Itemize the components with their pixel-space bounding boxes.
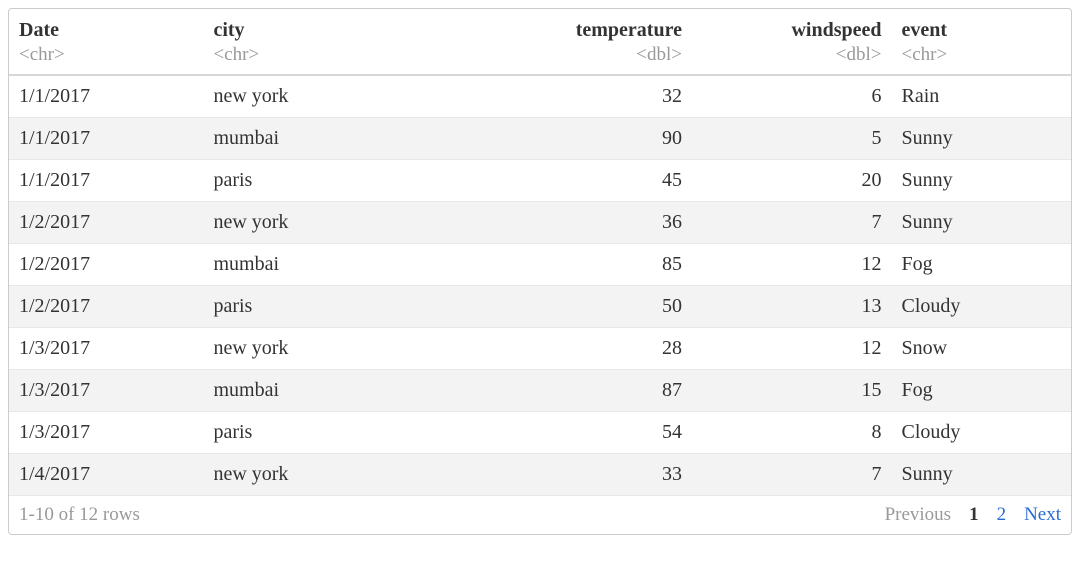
- col-name: city: [213, 19, 244, 41]
- cell-temperature: 45: [463, 159, 692, 201]
- cell-city: mumbai: [203, 117, 462, 159]
- table-row: 1/2/2017 new york 36 7 Sunny: [9, 201, 1071, 243]
- cell-event: Sunny: [892, 201, 1072, 243]
- col-name: event: [902, 19, 948, 41]
- cell-city: new york: [203, 453, 462, 495]
- cell-date: 1/2/2017: [9, 243, 203, 285]
- col-name: temperature: [576, 19, 682, 41]
- pager-page-1[interactable]: 1: [969, 504, 979, 526]
- table-body: 1/1/2017 new york 32 6 Rain 1/1/2017 mum…: [9, 75, 1071, 495]
- cell-date: 1/2/2017: [9, 201, 203, 243]
- data-table: Date <chr> city <chr> temperature <dbl> …: [9, 9, 1071, 495]
- cell-windspeed: 5: [692, 117, 892, 159]
- cell-windspeed: 12: [692, 327, 892, 369]
- cell-city: new york: [203, 201, 462, 243]
- cell-city: paris: [203, 159, 462, 201]
- col-name: Date: [19, 19, 59, 41]
- col-type: <chr>: [902, 43, 1062, 68]
- table-row: 1/1/2017 mumbai 90 5 Sunny: [9, 117, 1071, 159]
- pager-previous: Previous: [885, 504, 952, 526]
- cell-date: 1/3/2017: [9, 411, 203, 453]
- cell-event: Rain: [892, 75, 1072, 118]
- cell-date: 1/1/2017: [9, 117, 203, 159]
- cell-temperature: 87: [463, 369, 692, 411]
- table-row: 1/4/2017 new york 33 7 Sunny: [9, 453, 1071, 495]
- col-name: windspeed: [791, 19, 881, 41]
- cell-city: new york: [203, 75, 462, 118]
- table-footer: 1-10 of 12 rows Previous 1 2 Next: [9, 495, 1071, 534]
- cell-temperature: 90: [463, 117, 692, 159]
- col-type: <chr>: [213, 43, 452, 68]
- cell-event: Fog: [892, 369, 1072, 411]
- cell-city: mumbai: [203, 369, 462, 411]
- cell-temperature: 28: [463, 327, 692, 369]
- cell-windspeed: 12: [692, 243, 892, 285]
- cell-windspeed: 6: [692, 75, 892, 118]
- cell-event: Sunny: [892, 453, 1072, 495]
- cell-windspeed: 7: [692, 453, 892, 495]
- col-type: <dbl>: [702, 43, 882, 68]
- cell-event: Cloudy: [892, 285, 1072, 327]
- cell-city: paris: [203, 285, 462, 327]
- cell-date: 1/3/2017: [9, 327, 203, 369]
- cell-event: Sunny: [892, 159, 1072, 201]
- table-row: 1/3/2017 mumbai 87 15 Fog: [9, 369, 1071, 411]
- cell-temperature: 32: [463, 75, 692, 118]
- row-summary: 1-10 of 12 rows: [19, 504, 140, 526]
- table-header: Date <chr> city <chr> temperature <dbl> …: [9, 9, 1071, 75]
- cell-windspeed: 20: [692, 159, 892, 201]
- cell-windspeed: 8: [692, 411, 892, 453]
- cell-event: Sunny: [892, 117, 1072, 159]
- col-header-event[interactable]: event <chr>: [892, 9, 1072, 75]
- cell-temperature: 33: [463, 453, 692, 495]
- data-table-container: Date <chr> city <chr> temperature <dbl> …: [8, 8, 1072, 535]
- table-row: 1/2/2017 paris 50 13 Cloudy: [9, 285, 1071, 327]
- cell-city: paris: [203, 411, 462, 453]
- cell-event: Snow: [892, 327, 1072, 369]
- cell-city: new york: [203, 327, 462, 369]
- pager: Previous 1 2 Next: [885, 504, 1061, 526]
- table-row: 1/2/2017 mumbai 85 12 Fog: [9, 243, 1071, 285]
- col-type: <chr>: [19, 43, 193, 68]
- pager-next[interactable]: Next: [1024, 504, 1061, 526]
- cell-windspeed: 7: [692, 201, 892, 243]
- cell-date: 1/4/2017: [9, 453, 203, 495]
- col-header-date[interactable]: Date <chr>: [9, 9, 203, 75]
- cell-windspeed: 13: [692, 285, 892, 327]
- cell-date: 1/3/2017: [9, 369, 203, 411]
- col-type: <dbl>: [473, 43, 682, 68]
- table-row: 1/1/2017 paris 45 20 Sunny: [9, 159, 1071, 201]
- cell-temperature: 54: [463, 411, 692, 453]
- cell-windspeed: 15: [692, 369, 892, 411]
- table-row: 1/3/2017 paris 54 8 Cloudy: [9, 411, 1071, 453]
- col-header-temperature[interactable]: temperature <dbl>: [463, 9, 692, 75]
- cell-event: Fog: [892, 243, 1072, 285]
- pager-page-2[interactable]: 2: [997, 504, 1007, 526]
- table-row: 1/3/2017 new york 28 12 Snow: [9, 327, 1071, 369]
- table-row: 1/1/2017 new york 32 6 Rain: [9, 75, 1071, 118]
- cell-temperature: 50: [463, 285, 692, 327]
- col-header-city[interactable]: city <chr>: [203, 9, 462, 75]
- cell-date: 1/1/2017: [9, 159, 203, 201]
- cell-date: 1/1/2017: [9, 75, 203, 118]
- cell-temperature: 36: [463, 201, 692, 243]
- cell-city: mumbai: [203, 243, 462, 285]
- cell-temperature: 85: [463, 243, 692, 285]
- cell-event: Cloudy: [892, 411, 1072, 453]
- cell-date: 1/2/2017: [9, 285, 203, 327]
- col-header-windspeed[interactable]: windspeed <dbl>: [692, 9, 892, 75]
